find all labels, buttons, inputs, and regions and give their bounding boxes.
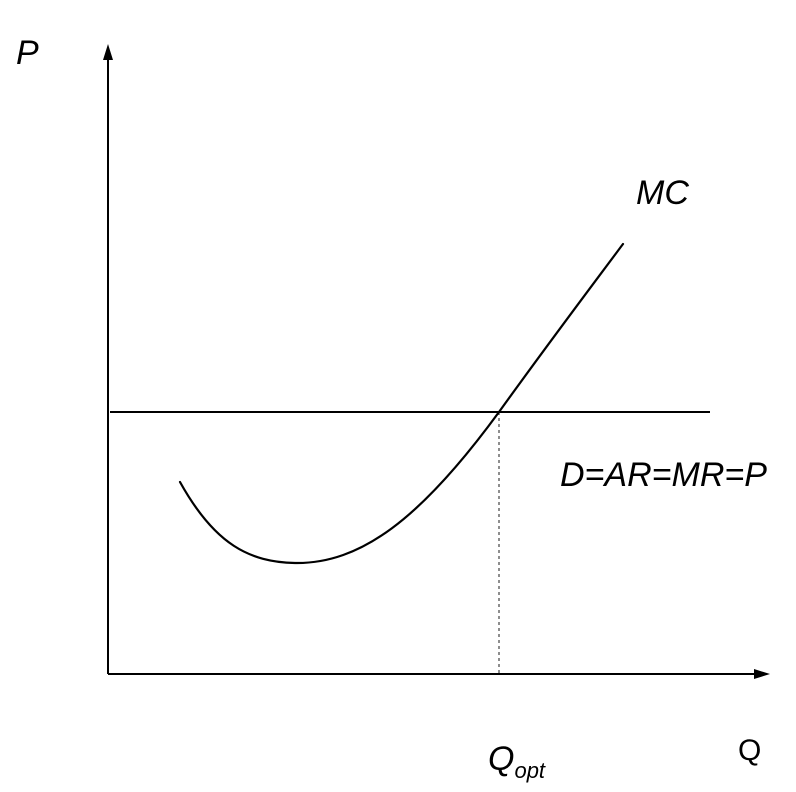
y-axis-arrow-icon [103,44,113,60]
x-axis-arrow-icon [754,669,770,679]
x-axis-label: Q [738,734,761,767]
q-opt-label: Qopt [488,740,546,783]
price-line-label: D=AR=MR=P [560,456,767,494]
y-axis-label: P [16,34,39,72]
mc-curve [178,242,625,565]
q-opt-label-subscript: opt [514,758,545,783]
q-opt-label-main: Q [488,740,514,778]
mc-curve-label: MC [636,174,689,212]
